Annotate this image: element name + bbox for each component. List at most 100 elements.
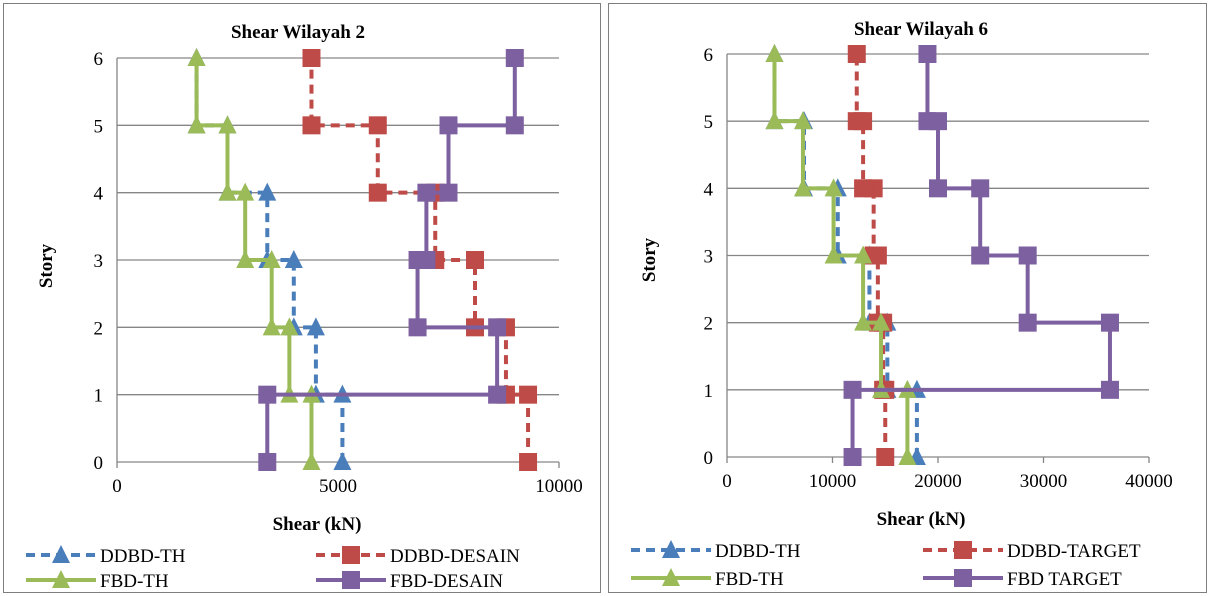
y-tick-label: 1 [94,386,104,407]
y-tick-label: 3 [94,251,104,272]
legend-swatch-marker [52,570,70,588]
legend-swatch-marker [342,571,360,589]
x-tick-label: 40000 [1125,471,1173,492]
y-tick-label: 4 [94,184,104,205]
data-point [519,385,538,404]
y-tick-label: 6 [704,45,714,66]
data-point [971,179,990,198]
y-tick-label: 4 [704,179,714,200]
legend-item: FBD-DESAIN [316,571,503,592]
data-point [824,245,843,264]
data-point [236,182,255,201]
y-tick-label: 2 [94,318,104,339]
series-fbd-target [843,45,1119,466]
data-point [847,45,866,63]
data-point [417,251,436,269]
data-point [824,178,843,197]
data-point [218,182,237,201]
legend-swatch-marker [662,568,680,586]
x-tick-label: 10000 [535,476,583,497]
chart-wilayah-6: Shear Wilayah 6 Shear (kN) Story 0 1 2 3 4 5 6… [631,19,1173,590]
data-point [408,318,427,337]
data-point [333,452,352,470]
y-tick-label: 0 [704,448,714,469]
data-point [218,115,237,134]
series-fbd-th [765,44,917,465]
data-point [847,112,866,131]
x-tick-label: 0 [722,471,732,492]
data-point [417,183,436,202]
legend-swatch-marker [662,540,680,558]
y-axis-label: Story [639,237,660,282]
data-point [488,318,507,337]
chart-title: Shear Wilayah 2 [231,22,365,43]
legend-swatch-marker [52,545,70,563]
data-point [368,183,387,202]
legend-label: FBD-TH [715,569,784,590]
data-point [765,44,784,62]
data-point [843,448,862,466]
x-tick-label: 20000 [914,471,962,492]
data-point [284,250,303,268]
data-point [187,115,206,134]
legend-item: FBD-TH [631,568,784,590]
data-point [765,111,784,130]
chart-panel-wilayah-2: Shear Wilayah 2 Shear (kN) Story 0 1 2 3 4 5 6… [3,3,601,593]
data-point [876,448,895,466]
gridlines [117,57,559,396]
legend: DDBD-TH DDBD-TARGET FBD-TH FBD TARGET [631,540,1141,590]
data-point [971,246,990,265]
data-point [1018,246,1037,265]
data-point [439,183,458,202]
data-point [258,182,277,201]
y-tick-label: 3 [704,247,714,268]
data-point [258,385,277,404]
y-tick-label: 6 [94,49,104,70]
data-point [1100,380,1119,399]
x-tick-label: 5000 [319,476,357,497]
data-point [1100,313,1119,332]
legend-item: DDBD-DESAIN [316,546,520,567]
data-point [843,380,862,399]
legend-label: DDBD-TARGET [1007,541,1141,562]
x-axis-label: Shear (kN) [877,509,966,530]
legend-label: DDBD-TH [100,546,186,567]
data-point [368,116,387,135]
data-point [1018,313,1037,332]
data-point [519,453,538,471]
legend-item: FBD TARGET [923,569,1122,590]
data-point [262,317,281,336]
series-line [309,58,531,462]
legend-label: DDBD-TH [715,541,801,562]
legend-item: DDBD-TH [631,540,801,562]
data-point [854,179,873,198]
data-point [302,452,321,470]
data-point [488,385,507,404]
legend-label: DDBD-DESAIN [390,546,520,567]
legend-item: DDBD-TARGET [923,541,1141,562]
legend-label: FBD-TH [100,571,169,592]
gridlines [727,53,1149,391]
y-tick-label: 5 [94,116,104,137]
legend-swatch-marker [954,541,972,559]
data-point [929,179,947,198]
x-axis-label: Shear (kN) [273,514,362,535]
data-point [872,312,891,331]
data-point [466,251,485,269]
data-point [187,48,206,66]
chart-title: Shear Wilayah 6 [854,19,988,40]
data-point [236,250,255,268]
data-point [854,312,873,331]
legend-label: FBD TARGET [1007,569,1122,590]
y-tick-label: 0 [94,453,104,474]
data-point [302,116,321,135]
data-point [793,178,812,197]
data-point [898,447,917,465]
data-point [302,49,321,67]
data-point [505,116,524,135]
legend-swatch-marker [954,569,972,587]
data-point [306,317,325,336]
data-point [262,250,281,268]
chart-wilayah-2: Shear Wilayah 2 Shear (kN) Story 0 1 2 3 4 5 6… [26,22,583,592]
x-tick-label: 30000 [1020,471,1068,492]
